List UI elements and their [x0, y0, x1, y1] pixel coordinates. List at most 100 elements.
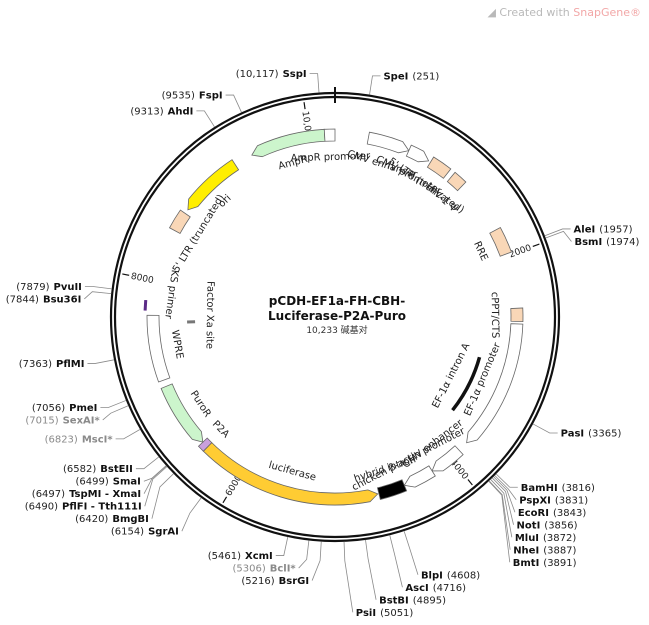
- site-position: (3816): [562, 483, 595, 494]
- site-name: BmtI: [513, 558, 540, 569]
- site-position: (10,117): [236, 69, 279, 80]
- site-leader-line: [84, 286, 112, 290]
- site-leader-line: [151, 473, 174, 519]
- site-leader-line: [488, 480, 511, 550]
- site-sexai: (7015) SexAI*: [25, 415, 100, 426]
- site-bcli: (5306) BclI*: [232, 564, 296, 575]
- ef1a-intron-arc: [451, 356, 482, 412]
- site-position: (4716): [433, 583, 466, 594]
- site-leader-line: [275, 536, 289, 556]
- site-leader-line: [143, 465, 167, 482]
- site-leader-line: [491, 477, 514, 525]
- site-name: Bsu36I: [43, 294, 81, 305]
- site-name: TspMI - XmaI: [69, 489, 141, 500]
- site-name: PflFI - Tth111I: [62, 502, 142, 513]
- site-position: (5306): [232, 564, 265, 575]
- site-bmgbi: (6420) BmgBI: [75, 514, 149, 525]
- watermark-brand: SnapGene®: [573, 6, 641, 19]
- tick-mark: [532, 243, 540, 247]
- site-leader-line: [545, 230, 572, 242]
- site-position: (6490): [25, 502, 58, 513]
- site-leader-line: [143, 465, 167, 494]
- site-leader-line: [115, 429, 141, 440]
- site-bsrgi: (5216) BsrGI: [241, 576, 309, 587]
- site-alei: AleI (1957): [574, 224, 633, 235]
- site-leader-line: [403, 530, 419, 575]
- site-pmei: (7056) PmeI: [32, 403, 98, 414]
- site-name: BsrGI: [279, 576, 309, 587]
- site-name: PasI: [561, 428, 584, 439]
- feature-5-ltr-truncated: [168, 209, 191, 235]
- feature-label: WPRE: [169, 329, 185, 360]
- ef1a-intron-label: EF-1α intron A: [431, 341, 473, 410]
- site-name: PmeI: [69, 403, 97, 414]
- snapgene-watermark: ◢ Created with SnapGene®: [487, 6, 641, 19]
- feature-label: PuroR: [188, 389, 213, 419]
- tick-label: 8000: [130, 272, 155, 286]
- site-position: (6823): [45, 434, 78, 445]
- site-name: BmgBI: [112, 514, 149, 525]
- site-position: (6154): [111, 527, 144, 538]
- site-leader-line: [490, 479, 513, 538]
- plasmid-size: 10,233 碱基对: [306, 324, 367, 336]
- site-name: SgrAI: [148, 527, 179, 538]
- watermark-prefix: Created with: [499, 6, 574, 19]
- site-name: PflMI: [56, 359, 84, 370]
- site-spei: SpeI (251): [383, 71, 439, 82]
- feature-cmv-enhancer: [431, 445, 464, 472]
- site-leader-line: [309, 73, 320, 93]
- feature-cppt-cts: [510, 307, 524, 322]
- tick-mark: [303, 102, 306, 110]
- site-leader-line: [87, 359, 115, 364]
- feature-5-ltr-truncated: [426, 156, 452, 179]
- site-leader-line: [389, 535, 403, 588]
- site-leader-line: [544, 228, 571, 237]
- site-name: NotI: [517, 520, 541, 531]
- site-smai: (6499) SmaI: [76, 477, 141, 488]
- site-bamhi: BamHI (3816): [521, 483, 595, 494]
- ks-primer-label: KS primer: [162, 269, 180, 320]
- site-position: (4895): [413, 595, 446, 606]
- feature-label: cPPT/CTS: [489, 292, 501, 339]
- feature-label: P2A: [210, 419, 231, 441]
- site-psii: PsiI (5051): [356, 608, 414, 619]
- site-name: SspI: [283, 69, 307, 80]
- site-tspmi-xmai: (6497) TspMI - XmaI: [32, 489, 141, 500]
- site-bsu36i: (7844) Bsu36I: [6, 294, 82, 305]
- plasmid-name-line2: Luciferase-P2A-Puro: [268, 309, 406, 323]
- restriction-sites: SpeI (251) AleI (1957) BsmI (1974) PasI (3365) B…: [6, 69, 640, 619]
- site-leader-line: [298, 540, 310, 569]
- site-position: (251): [412, 71, 439, 82]
- site-name: BstBI: [379, 595, 409, 606]
- site-noti: NotI (3856): [517, 520, 578, 531]
- site-name: SexAI*: [63, 415, 101, 426]
- site-leader-line: [495, 473, 518, 488]
- feature-p2a: [197, 437, 213, 452]
- site-pspxi: PspXI (3831): [519, 495, 588, 506]
- site-pasi: PasI (3365): [561, 428, 622, 439]
- feature-hiv-1: [446, 171, 467, 192]
- site-name: PvuII: [53, 282, 81, 293]
- site-leader-line: [181, 497, 202, 532]
- site-position: (3856): [544, 520, 577, 531]
- feature-cmv-promoter: [405, 144, 430, 163]
- site-position: (9535): [162, 91, 195, 102]
- site-bsmi: BsmI (1974): [574, 237, 639, 248]
- site-leader-line: [488, 480, 511, 563]
- site-position: (1974): [606, 237, 639, 248]
- feature-ori: [187, 159, 240, 211]
- feature-cmv-enhancer: [366, 131, 410, 154]
- feature-ef-1-promoter: [466, 323, 524, 444]
- feature-puror: [160, 383, 204, 443]
- site-position: (7363): [19, 359, 52, 370]
- ks-primer-arrow: [143, 299, 148, 311]
- site-sspi: (10,117) SspI: [236, 69, 307, 80]
- site-position: (3843): [553, 508, 586, 519]
- site-bstbi: BstBI (4895): [379, 595, 446, 606]
- site-name: MluI: [515, 533, 539, 544]
- site-leader-line: [369, 75, 381, 95]
- site-asci: AscI (4716): [405, 583, 466, 594]
- site-position: (3365): [588, 428, 621, 439]
- site-leader-line: [100, 400, 127, 408]
- site-fspi: (9535) FspI: [162, 91, 223, 102]
